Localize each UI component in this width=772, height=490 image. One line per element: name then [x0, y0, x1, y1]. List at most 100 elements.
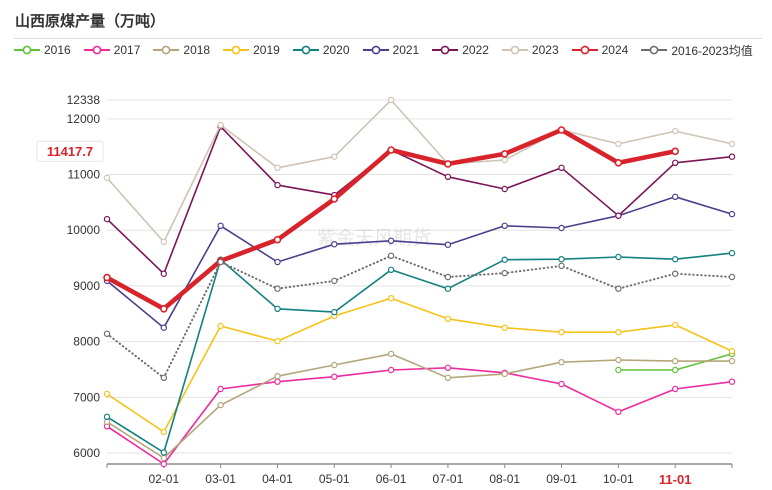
data-point[interactable]: [387, 350, 395, 358]
data-point[interactable]: [444, 364, 452, 371]
data-point[interactable]: [103, 215, 111, 223]
data-point[interactable]: [444, 315, 452, 322]
data-point[interactable]: [501, 269, 508, 277]
data-point[interactable]: [615, 366, 622, 374]
data-point[interactable]: [217, 322, 224, 330]
data-point[interactable]: [728, 378, 736, 385]
data-point[interactable]: [387, 295, 395, 302]
data-point[interactable]: [672, 127, 679, 135]
data-point[interactable]: [672, 357, 679, 365]
data-point[interactable]: [444, 241, 452, 248]
data-point[interactable]: [558, 380, 565, 388]
legend-item-2019[interactable]: 2019: [223, 43, 280, 57]
data-point[interactable]: [444, 374, 452, 381]
data-point[interactable]: [274, 181, 281, 189]
data-point[interactable]: [671, 147, 680, 156]
data-point[interactable]: [331, 153, 338, 160]
legend-item-2018[interactable]: 2018: [153, 43, 210, 57]
data-point[interactable]: [728, 249, 736, 257]
data-point[interactable]: [558, 256, 565, 263]
data-point[interactable]: [160, 428, 167, 436]
data-point[interactable]: [558, 359, 565, 366]
data-point[interactable]: [217, 258, 224, 266]
data-point[interactable]: [728, 153, 736, 160]
data-point[interactable]: [331, 308, 338, 316]
data-point[interactable]: [330, 195, 339, 203]
data-point[interactable]: [387, 252, 395, 259]
data-point[interactable]: [501, 156, 508, 164]
data-point[interactable]: [103, 413, 111, 420]
data-point[interactable]: [557, 126, 566, 134]
data-point[interactable]: [273, 235, 282, 244]
data-point[interactable]: [274, 378, 281, 385]
data-point[interactable]: [331, 373, 338, 380]
data-point[interactable]: [501, 256, 508, 263]
data-point[interactable]: [160, 238, 167, 246]
data-point[interactable]: [103, 273, 111, 282]
data-point[interactable]: [331, 277, 338, 285]
legend-item-2017[interactable]: 2017: [83, 43, 140, 57]
data-point[interactable]: [672, 193, 679, 200]
data-point[interactable]: [217, 121, 224, 129]
data-point[interactable]: [615, 212, 622, 219]
data-point[interactable]: [160, 449, 167, 456]
data-point[interactable]: [387, 146, 395, 154]
data-point[interactable]: [444, 285, 452, 292]
data-point[interactable]: [614, 159, 623, 167]
data-point[interactable]: [387, 266, 395, 273]
data-point[interactable]: [558, 224, 565, 232]
legend-item-2024[interactable]: 2024: [571, 43, 628, 57]
legend-item-2021[interactable]: 2021: [362, 43, 419, 57]
data-point[interactable]: [217, 222, 224, 229]
data-point[interactable]: [387, 237, 395, 244]
data-point[interactable]: [615, 408, 622, 415]
data-point[interactable]: [672, 270, 679, 277]
data-point[interactable]: [501, 222, 508, 229]
data-point[interactable]: [728, 140, 736, 148]
data-point[interactable]: [274, 285, 281, 292]
data-point[interactable]: [672, 256, 679, 263]
legend-item-2022[interactable]: 2022: [432, 43, 489, 57]
data-point[interactable]: [444, 273, 452, 281]
data-point[interactable]: [274, 258, 281, 266]
legend-item-2020[interactable]: 2020: [292, 43, 350, 57]
data-point[interactable]: [160, 324, 167, 331]
data-point[interactable]: [615, 140, 622, 148]
data-point[interactable]: [444, 160, 452, 168]
data-point[interactable]: [103, 174, 111, 182]
data-point[interactable]: [558, 262, 565, 270]
data-point[interactable]: [103, 330, 111, 337]
data-point[interactable]: [501, 324, 508, 331]
data-point[interactable]: [615, 253, 622, 261]
data-point[interactable]: [728, 273, 736, 281]
legend-item-2016[interactable]: 2016: [14, 43, 71, 57]
data-point[interactable]: [160, 460, 167, 468]
data-point[interactable]: [500, 150, 509, 158]
data-point[interactable]: [274, 164, 281, 171]
data-point[interactable]: [103, 390, 111, 398]
data-point[interactable]: [672, 159, 679, 166]
data-point[interactable]: [672, 385, 679, 393]
data-point[interactable]: [728, 357, 736, 365]
data-point[interactable]: [160, 454, 167, 462]
data-point[interactable]: [728, 347, 736, 355]
data-point[interactable]: [387, 96, 395, 104]
data-point[interactable]: [160, 374, 167, 381]
data-point[interactable]: [558, 329, 565, 336]
data-point[interactable]: [672, 321, 679, 329]
data-point[interactable]: [160, 270, 167, 277]
data-point[interactable]: [615, 329, 622, 336]
data-point[interactable]: [387, 366, 395, 374]
data-point[interactable]: [728, 210, 736, 218]
data-point[interactable]: [274, 305, 281, 312]
data-point[interactable]: [217, 385, 224, 393]
data-point[interactable]: [274, 337, 281, 345]
data-point[interactable]: [274, 373, 281, 380]
data-point[interactable]: [444, 173, 452, 180]
data-point[interactable]: [331, 240, 338, 248]
data-point[interactable]: [331, 361, 338, 369]
legend-item-average[interactable]: 2016-2023均值: [641, 42, 753, 59]
data-point[interactable]: [501, 185, 508, 193]
data-point[interactable]: [615, 356, 622, 364]
data-point[interactable]: [501, 370, 508, 378]
